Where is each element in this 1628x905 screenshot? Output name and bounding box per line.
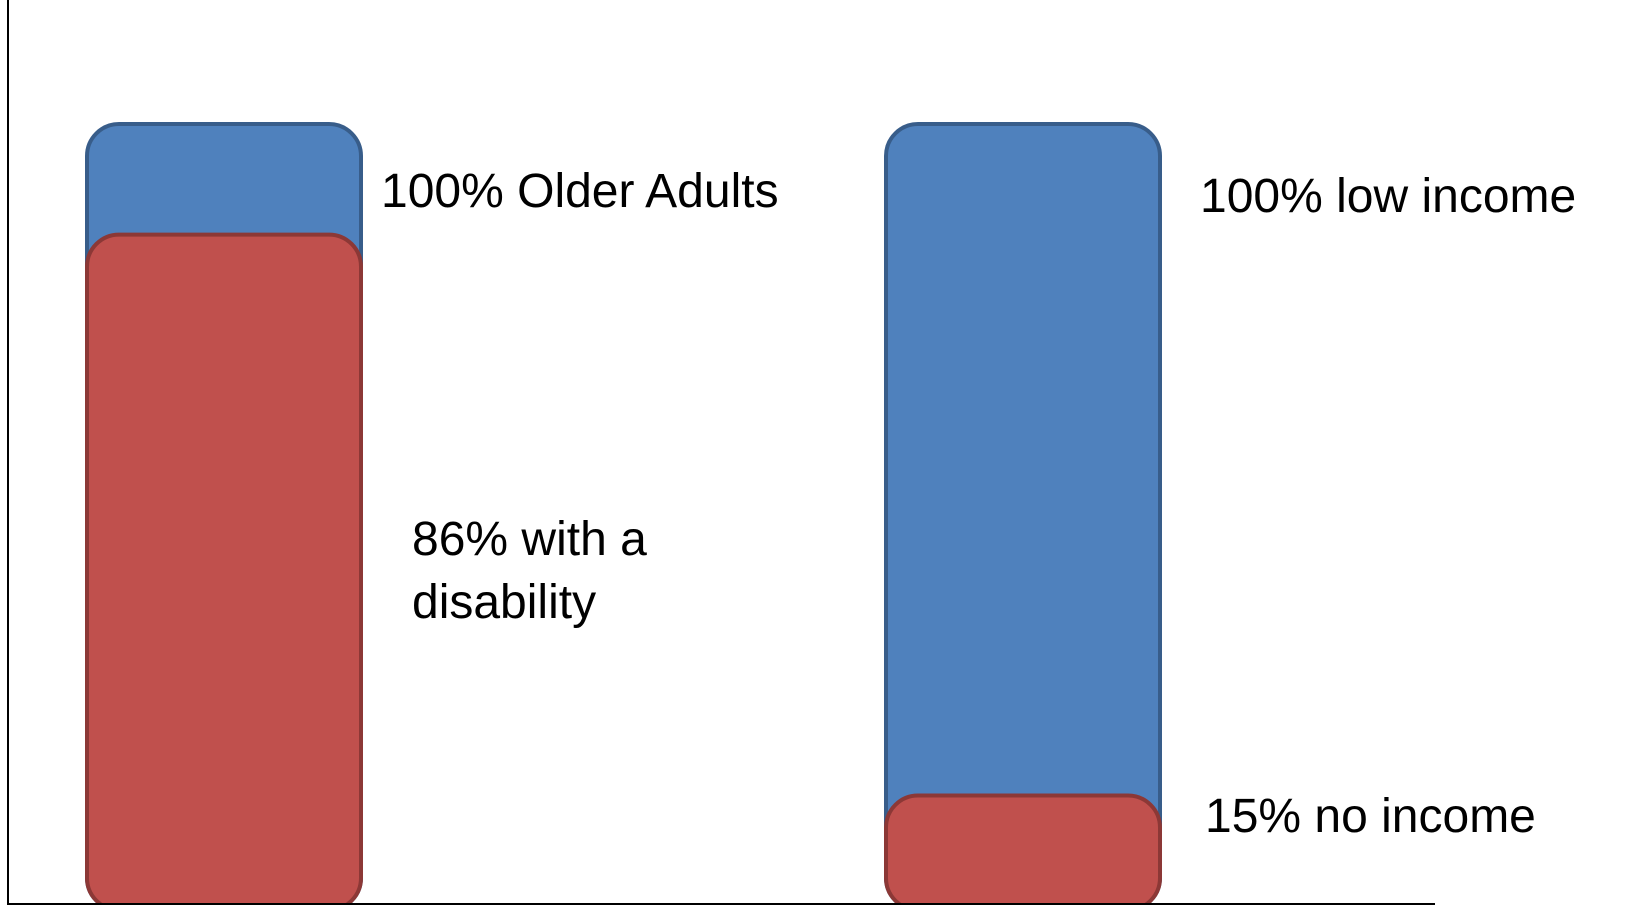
bar-label-line: 15% no income	[1205, 790, 1536, 843]
bar-label-line: disability	[412, 576, 596, 629]
bar-label-line: 86% with a	[412, 513, 647, 566]
bar-label-line: 100% Older Adults	[381, 165, 779, 218]
bars-layer	[85, 122, 1162, 905]
labels-layer: 100% Older Adults 86% with a disability 100…	[381, 165, 1576, 843]
bar-label-2-1: 100% low income	[1200, 170, 1576, 223]
bar-2-1	[884, 122, 1162, 905]
bar-label-2-2: 15% no income	[1205, 790, 1536, 843]
bar-label-line: 100% low income	[1200, 170, 1576, 223]
bar-1-2	[85, 232, 363, 905]
bar-label-1-1: 100% Older Adults	[381, 165, 779, 218]
bar-2-2	[884, 793, 1162, 905]
bar-label-1-2: 86% with a disability	[412, 513, 647, 629]
